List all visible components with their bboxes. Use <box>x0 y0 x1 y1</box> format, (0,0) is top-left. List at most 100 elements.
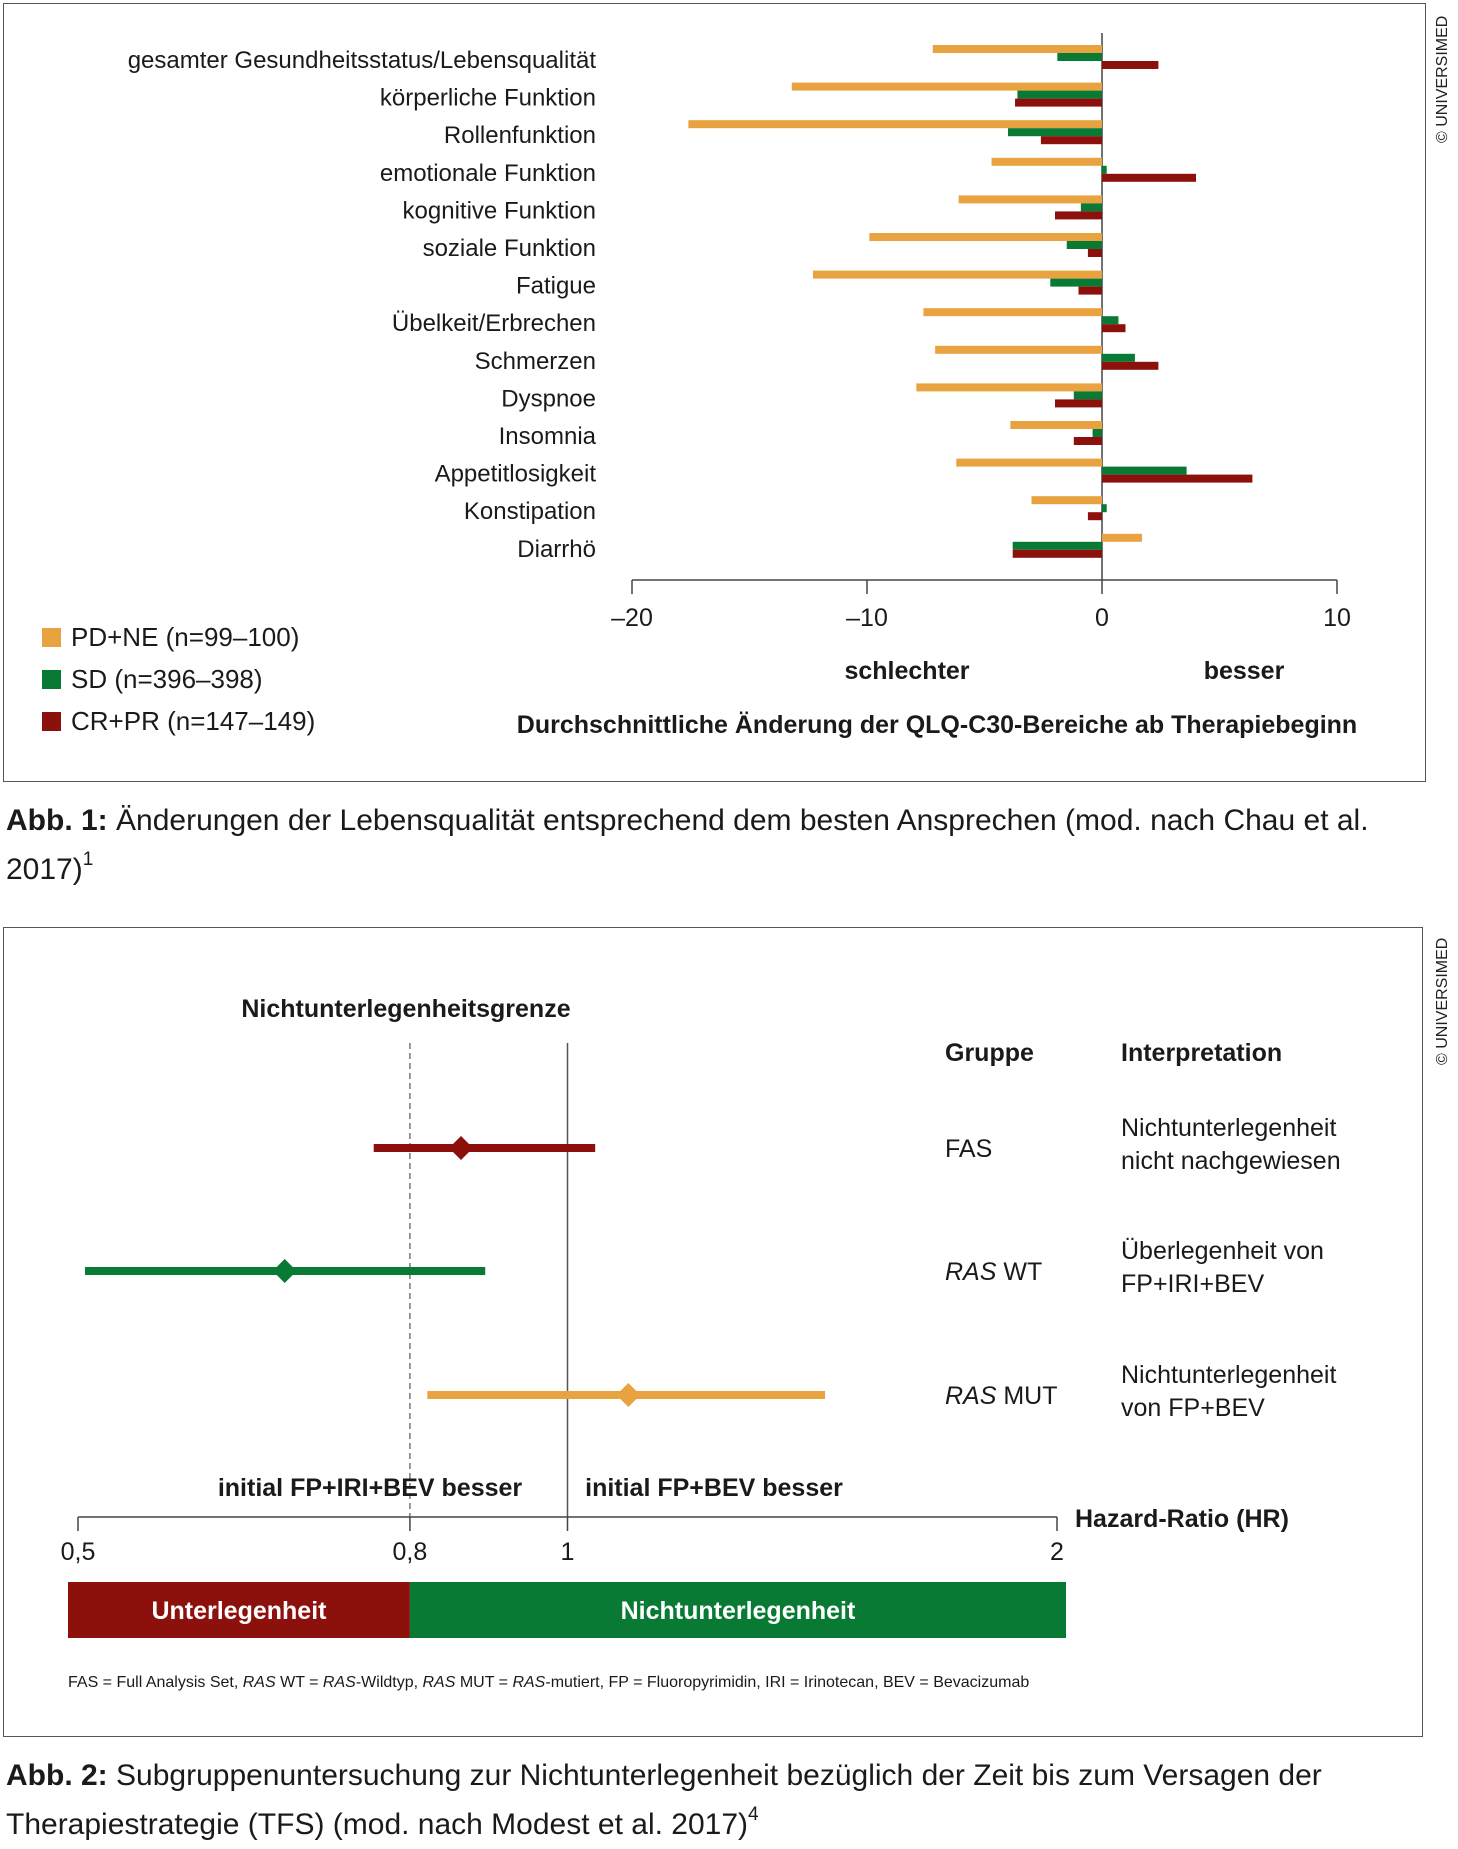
zone-label: Unterlegenheit <box>151 1597 327 1625</box>
figure2-caption-text: Subgruppenuntersuchung zur Nichtunterleg… <box>6 1759 1322 1841</box>
category-label: kognitive Funktion <box>403 197 596 224</box>
legend-swatch <box>42 670 61 689</box>
bar-sd <box>1102 466 1187 475</box>
figure1-caption: Abb. 1: Änderungen der Lebensqualität en… <box>6 796 1436 894</box>
interpretation-text: Nichtunterlegenheit <box>1121 1361 1336 1389</box>
bar-pd-ne <box>958 195 1102 204</box>
bar-sd <box>1102 165 1107 174</box>
category-label: Insomnia <box>499 423 597 450</box>
bar-cr-pr <box>1040 136 1102 145</box>
bar-sd <box>1102 316 1119 325</box>
interpretation-text: Überlegenheit von <box>1121 1237 1324 1265</box>
watermark-2: © UNIVERSIMED <box>1434 937 1451 1065</box>
bar-pd-ne <box>991 157 1102 166</box>
category-label: emotionale Funktion <box>380 160 596 187</box>
zone-label: Nichtunterlegenheit <box>621 1597 856 1625</box>
bar-pd-ne <box>688 120 1102 129</box>
interpretation-text: Nichtunterlegenheit <box>1121 1114 1336 1142</box>
zone-unterlegenheit <box>68 1582 410 1638</box>
zone-nichtunterlegenheit <box>409 1582 1066 1638</box>
x-tick-label: 2 <box>1050 1538 1064 1566</box>
x-tick-label: 0,5 <box>61 1538 96 1566</box>
left-favor-label: initial FP+IRI+BEV besser <box>218 1474 523 1502</box>
figure2-footnote: FAS = Full Analysis Set, RAS WT = RAS-Wi… <box>68 1674 1030 1691</box>
bar-pd-ne <box>869 233 1102 241</box>
bar-pd-ne <box>1031 496 1102 505</box>
category-label: Appetitlosigkeit <box>435 461 597 488</box>
bar-pd-ne <box>916 383 1102 392</box>
hr-point <box>272 1259 297 1283</box>
figure1-caption-text: Änderungen der Lebensqualität entspreche… <box>6 804 1369 886</box>
bar-sd <box>1012 541 1102 550</box>
bar-pd-ne <box>1010 421 1102 429</box>
bar-pd-ne <box>1102 533 1142 542</box>
figure1-caption-label: Abb. 1: <box>6 804 108 837</box>
x-tick-label: –20 <box>611 604 653 632</box>
category-label: Konstipation <box>464 498 596 525</box>
x-tick-label: 10 <box>1323 604 1351 632</box>
bar-cr-pr <box>1087 512 1102 521</box>
label-besser: besser <box>1204 657 1285 685</box>
bar-pd-ne <box>932 45 1102 53</box>
bar-cr-pr <box>1102 361 1159 370</box>
category-label: Fatigue <box>516 273 596 300</box>
bar-sd <box>1102 504 1107 513</box>
legend-item: PD+NE (n=99–100) <box>42 622 299 653</box>
x-axis-title: Hazard-Ratio (HR) <box>1075 1505 1289 1533</box>
bar-cr-pr <box>1087 249 1102 257</box>
bar-pd-ne <box>935 345 1102 354</box>
bar-sd <box>1057 53 1102 61</box>
category-label: körperliche Funktion <box>380 85 596 112</box>
interpretation-text: FP+IRI+BEV <box>1121 1270 1264 1298</box>
label-schlechter: schlechter <box>844 657 969 685</box>
figure1-frame <box>3 3 1426 782</box>
x-axis-title: Durchschnittliche Änderung der QLQ-C30-B… <box>517 711 1357 739</box>
bar-sd <box>1008 128 1102 137</box>
legend-label: CR+PR (n=147–149) <box>71 706 316 736</box>
bar-cr-pr <box>1078 286 1102 295</box>
x-tick-label: 0,8 <box>393 1538 428 1566</box>
category-label: soziale Funktion <box>423 235 596 262</box>
bar-cr-pr <box>1102 173 1196 182</box>
bar-cr-pr <box>1102 324 1126 333</box>
bar-pd-ne <box>812 270 1102 279</box>
header-group: Gruppe <box>945 1039 1034 1067</box>
right-favor-label: initial FP+BEV besser <box>585 1474 843 1502</box>
footnote-italic: RAS <box>512 1674 546 1691</box>
category-label: gesamter Gesundheitsstatus/Lebensqualitä… <box>128 47 597 74</box>
footnote-italic: RAS <box>422 1674 456 1691</box>
category-label: Übelkeit/Erbrechen <box>392 310 596 337</box>
category-label: Diarrhö <box>517 536 596 563</box>
bar-sd <box>1073 391 1102 400</box>
figure1-caption-ref: 1 <box>82 849 94 870</box>
bar-cr-pr <box>1055 399 1102 408</box>
x-tick-label: –10 <box>846 604 888 632</box>
interpretation-text: von FP+BEV <box>1121 1394 1265 1422</box>
x-tick-label: 0 <box>1095 604 1109 632</box>
interpretation-text: nicht nachgewiesen <box>1121 1147 1341 1175</box>
legend-swatch <box>42 628 61 647</box>
legend-swatch <box>42 712 61 731</box>
bar-sd <box>1092 429 1102 437</box>
figure2-caption-ref: 4 <box>748 1804 759 1825</box>
bar-sd <box>1050 278 1102 287</box>
qol-bar-chart: gesamter Gesundheitsstatus/Lebensqualitä… <box>128 33 1357 739</box>
bar-cr-pr <box>1012 549 1102 558</box>
bar-sd <box>1102 353 1135 362</box>
legend-item: SD (n=396–398) <box>42 664 263 695</box>
x-tick-label: 1 <box>561 1538 575 1566</box>
legend-label: SD (n=396–398) <box>71 664 263 694</box>
legend-item: CR+PR (n=147–149) <box>42 706 315 737</box>
bar-sd <box>1080 203 1102 212</box>
bar-cr-pr <box>1015 98 1102 107</box>
bar-pd-ne <box>923 308 1102 317</box>
footnote-italic: RAS <box>242 1674 276 1691</box>
legend-label: PD+NE (n=99–100) <box>71 622 300 652</box>
bar-pd-ne <box>956 458 1102 467</box>
bar-cr-pr <box>1102 474 1253 483</box>
category-label: Rollenfunktion <box>444 122 596 149</box>
figure2-caption: Abb. 2: Subgruppenuntersuchung zur Nicht… <box>6 1751 1436 1849</box>
header-interpretation: Interpretation <box>1121 1039 1282 1067</box>
bar-sd <box>1066 241 1102 249</box>
